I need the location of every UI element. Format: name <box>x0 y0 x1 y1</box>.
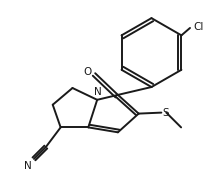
Text: Cl: Cl <box>193 22 203 32</box>
Text: S: S <box>162 108 169 118</box>
Text: O: O <box>83 67 91 77</box>
Text: N: N <box>24 161 32 171</box>
Text: N: N <box>94 87 102 97</box>
